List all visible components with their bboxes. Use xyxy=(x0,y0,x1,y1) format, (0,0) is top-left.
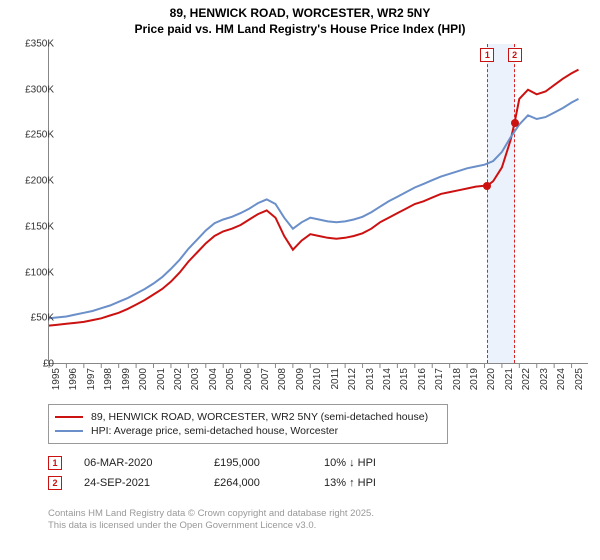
marker-row-2: 2 24-SEP-2021 £264,000 13% ↑ HPI xyxy=(48,476,434,490)
xtick-label: 2020 xyxy=(486,368,497,390)
ytick-label: £200K xyxy=(25,176,54,187)
xtick-label: 1999 xyxy=(121,368,132,390)
legend-label-hpi: HPI: Average price, semi-detached house,… xyxy=(91,425,338,437)
xtick-label: 2012 xyxy=(347,368,358,390)
xtick-label: 2014 xyxy=(382,368,393,390)
marker-price-1: £195,000 xyxy=(214,457,324,469)
series-hpi xyxy=(49,99,579,318)
marker-dot-1 xyxy=(483,182,491,190)
xtick-label: 2024 xyxy=(556,368,567,390)
marker-badge-2: 2 xyxy=(48,476,62,490)
xtick-label: 2011 xyxy=(330,368,341,390)
ytick-label: £150K xyxy=(25,221,54,232)
footer-line-1: Contains HM Land Registry data © Crown c… xyxy=(48,508,374,520)
xtick-label: 2013 xyxy=(365,368,376,390)
marker-delta-1: 10% ↓ HPI xyxy=(324,457,434,469)
marker-date-2: 24-SEP-2021 xyxy=(84,477,214,489)
xtick-label: 2005 xyxy=(225,368,236,390)
legend-box: 89, HENWICK ROAD, WORCESTER, WR2 5NY (se… xyxy=(48,404,448,444)
xtick-label: 2003 xyxy=(190,368,201,390)
legend-label-price-paid: 89, HENWICK ROAD, WORCESTER, WR2 5NY (se… xyxy=(91,411,428,423)
legend-swatch-hpi xyxy=(55,430,83,432)
chart-svg xyxy=(49,44,589,364)
series-price_paid xyxy=(49,70,579,326)
xtick-label: 1997 xyxy=(86,368,97,390)
marker-delta-2: 13% ↑ HPI xyxy=(324,477,434,489)
xtick-label: 2010 xyxy=(312,368,323,390)
xtick-label: 2018 xyxy=(452,368,463,390)
xtick-label: 2002 xyxy=(173,368,184,390)
title-line-2: Price paid vs. HM Land Registry's House … xyxy=(0,22,600,38)
xtick-label: 2001 xyxy=(156,368,167,390)
xtick-label: 2015 xyxy=(399,368,410,390)
title-line-1: 89, HENWICK ROAD, WORCESTER, WR2 5NY xyxy=(0,6,600,22)
xtick-label: 2008 xyxy=(277,368,288,390)
xtick-label: 2009 xyxy=(295,368,306,390)
xtick-label: 2017 xyxy=(434,368,445,390)
xtick-label: 2022 xyxy=(521,368,532,390)
xtick-label: 2016 xyxy=(417,368,428,390)
chart-plot-area: 12 xyxy=(48,44,588,364)
ytick-label: £250K xyxy=(25,130,54,141)
xtick-label: 2007 xyxy=(260,368,271,390)
xtick-label: 2025 xyxy=(574,368,585,390)
ytick-label: £350K xyxy=(25,39,54,50)
footer-attribution: Contains HM Land Registry data © Crown c… xyxy=(48,508,374,533)
legend-item-price-paid: 89, HENWICK ROAD, WORCESTER, WR2 5NY (se… xyxy=(55,411,441,423)
marker-table: 1 06-MAR-2020 £195,000 10% ↓ HPI 2 24-SE… xyxy=(48,450,434,496)
chart-marker-badge-1: 1 xyxy=(480,48,494,62)
chart-container: 89, HENWICK ROAD, WORCESTER, WR2 5NY Pri… xyxy=(0,0,600,560)
marker-date-1: 06-MAR-2020 xyxy=(84,457,214,469)
title-block: 89, HENWICK ROAD, WORCESTER, WR2 5NY Pri… xyxy=(0,0,600,37)
xtick-label: 1996 xyxy=(68,368,79,390)
ytick-label: £100K xyxy=(25,267,54,278)
marker-dot-2 xyxy=(511,119,519,127)
xtick-label: 2021 xyxy=(504,368,515,390)
chart-marker-badge-2: 2 xyxy=(508,48,522,62)
legend-swatch-price-paid xyxy=(55,416,83,418)
marker-badge-1: 1 xyxy=(48,456,62,470)
xtick-label: 2023 xyxy=(539,368,550,390)
legend-item-hpi: HPI: Average price, semi-detached house,… xyxy=(55,425,441,437)
xtick-label: 2004 xyxy=(208,368,219,390)
marker-price-2: £264,000 xyxy=(214,477,324,489)
xtick-label: 1998 xyxy=(103,368,114,390)
ytick-label: £50K xyxy=(31,313,54,324)
marker-row-1: 1 06-MAR-2020 £195,000 10% ↓ HPI xyxy=(48,456,434,470)
xtick-label: 2019 xyxy=(469,368,480,390)
ytick-label: £300K xyxy=(25,84,54,95)
xtick-label: 1995 xyxy=(51,368,62,390)
xtick-label: 2000 xyxy=(138,368,149,390)
footer-line-2: This data is licensed under the Open Gov… xyxy=(48,520,374,532)
xtick-label: 2006 xyxy=(243,368,254,390)
